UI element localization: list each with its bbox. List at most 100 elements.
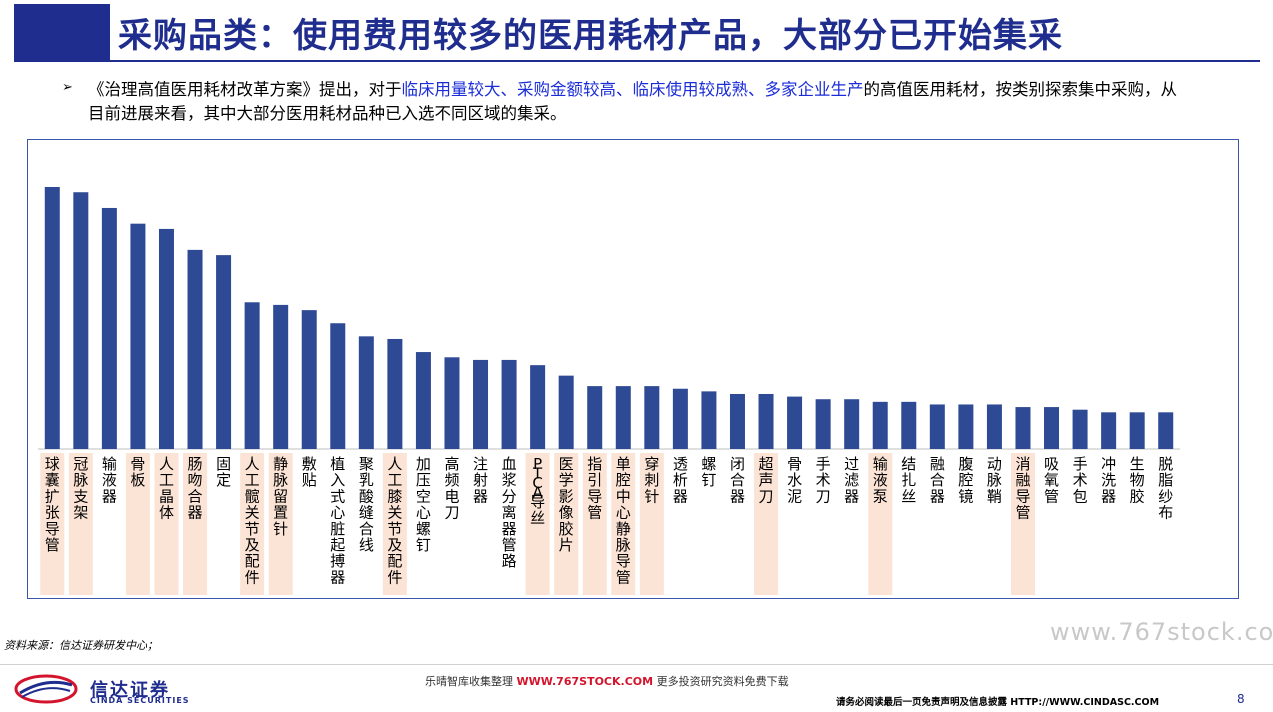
category-highlight	[268, 453, 293, 595]
bar-冠脉支架	[73, 192, 89, 450]
category-label: 骨板	[130, 455, 145, 489]
category-highlight	[554, 453, 579, 595]
category-label: P T C A 导丝	[530, 455, 545, 527]
category-label: 单腔中心静脉导管	[616, 455, 631, 586]
bar-医学影像胶片	[558, 375, 574, 449]
category-highlight	[40, 453, 65, 595]
intro-highlight: 临床用量较大、采购金额较高、临床使用较成熟、多家企业生产	[401, 80, 864, 99]
category-highlight	[68, 453, 93, 595]
bar-手术刀	[815, 399, 831, 449]
footer-divider	[0, 664, 1273, 665]
footer-suffix: 更多投资研究资料免费下载	[653, 675, 789, 688]
category-highlight	[382, 453, 407, 595]
bar-敷贴	[301, 310, 317, 449]
category-label: 手术包	[1073, 455, 1088, 505]
category-highlight	[754, 453, 779, 595]
category-label: 消融导管	[1015, 455, 1030, 522]
bar-冲洗器	[1101, 412, 1117, 449]
bar-输液泵	[872, 401, 888, 449]
category-label: 透析器	[673, 455, 688, 505]
bar-注射器	[473, 359, 489, 449]
intro-text-part1: 《治理高值医用耗材改革方案》提出，对于	[88, 80, 402, 99]
bar-血浆分离器管路	[501, 359, 517, 449]
category-label: 穿刺针	[644, 455, 659, 505]
category-highlight	[154, 453, 179, 595]
category-label: 融合器	[930, 455, 945, 505]
intro-paragraph: 《治理高值医用耗材改革方案》提出，对于临床用量较大、采购金额较高、临床使用较成熟…	[88, 78, 1178, 126]
page-title: 采购品类：使用费用较多的医用耗材产品，大部分已开始集采	[118, 16, 1063, 56]
category-label: 固定	[216, 455, 231, 489]
bar-固定	[216, 255, 232, 449]
bar-肠吻合器	[187, 249, 203, 449]
category-label: 加压空心螺钉	[416, 455, 431, 554]
category-highlight	[611, 453, 636, 595]
category-highlight	[525, 453, 550, 595]
bar-单腔中心静脉导管	[615, 386, 631, 449]
footer-center-text: 乐晴智库收集整理 WWW.767STOCK.COM 更多投资研究资料免费下载	[425, 673, 789, 689]
source-note: 资料来源：信达证券研发中心；	[4, 639, 158, 652]
bar-脱脂纱布	[1158, 412, 1174, 449]
category-highlight	[183, 453, 208, 595]
bar-静脉留置针	[273, 304, 289, 449]
bar-输液器	[101, 207, 117, 449]
category-label: 输液器	[102, 455, 117, 505]
footer-prefix: 乐晴智库收集整理	[425, 675, 517, 688]
bar-加压空心螺钉	[415, 352, 431, 449]
category-highlight	[1010, 453, 1035, 595]
footer-url-link[interactable]: WWW.767STOCK.COM	[516, 675, 654, 688]
category-label: 人工晶体	[159, 455, 174, 522]
bar-骨板	[130, 223, 146, 449]
bar-骨水泥	[787, 396, 803, 449]
footer-disclaimer: 请务必阅读最后一页免责声明及信息披露 HTTP://WWW.CINDASC.CO…	[836, 697, 1160, 708]
title-accent-block	[14, 4, 110, 60]
bar-腹腔镜	[958, 404, 974, 449]
category-highlight	[639, 453, 664, 595]
bar-高频电刀	[444, 357, 460, 449]
category-label: 结扎丝	[901, 455, 916, 505]
bar-过滤器	[844, 399, 860, 449]
logo-english-name: CINDA SECURITIES	[90, 696, 190, 705]
page-number: 8	[1237, 692, 1245, 706]
category-label: 手术刀	[816, 455, 831, 505]
chart-frame: 球囊扩张导管 冠脉支架 输液器 骨板 人工晶体 肠吻合器 固定 人工髋关节及配件 静脉留置针 敷贴…	[27, 139, 1239, 599]
bar-人工膝关节及配件	[387, 338, 403, 449]
category-label: 动脉鞘	[987, 455, 1002, 505]
intro-text-part2: 的高值医用耗材，按类别探索集中采购，从目前进展来看，其中大部分医用耗材品种已入选…	[88, 80, 1177, 123]
bar-闭合器	[729, 393, 745, 449]
bar-穿刺针	[644, 386, 660, 449]
category-label: 肠吻合器	[188, 455, 203, 522]
category-label: 冠脉支架	[73, 455, 88, 522]
bar-PTCA导丝	[530, 365, 546, 449]
bar-超声刀	[758, 393, 774, 449]
bar-指引导管	[587, 386, 603, 449]
category-label: 生物胶	[1130, 455, 1145, 505]
category-label: 超声刀	[759, 455, 774, 505]
category-label: 人工膝关节及配件	[387, 455, 402, 586]
category-label: 医学影像胶片	[559, 455, 574, 554]
category-label: 冲洗器	[1101, 455, 1116, 505]
category-label: 静脉留置针	[273, 455, 288, 538]
bar-融合器	[929, 404, 945, 449]
bar-动脉鞘	[986, 404, 1002, 449]
category-label: 聚乳酸缝合线	[359, 455, 374, 554]
category-label: 血浆分离器管路	[502, 455, 517, 570]
category-highlight	[240, 453, 265, 595]
bar-chart: 球囊扩张导管冠脉支架输液器骨板人工晶体肠吻合器固定人工髋关节及配件静脉留置针敷贴…	[38, 187, 1180, 595]
category-label: 脱脂纱布	[1158, 455, 1173, 522]
bar-植入式心脏起搏器	[330, 323, 346, 449]
bar-人工晶体	[158, 228, 174, 449]
bar-螺钉	[701, 391, 717, 449]
category-label: 骨水泥	[787, 455, 802, 505]
category-label: 螺钉	[701, 455, 716, 489]
logo-chinese-name: 信达证券	[90, 680, 170, 701]
bar-结扎丝	[901, 401, 917, 449]
category-label: 指引导管	[587, 455, 602, 522]
bar-消融导管	[1015, 407, 1031, 449]
bar-透析器	[672, 388, 688, 449]
cinda-logo-icon	[14, 674, 78, 704]
bar-球囊扩张导管	[44, 187, 60, 449]
category-label: 吸氧管	[1044, 455, 1059, 505]
category-label: 过滤器	[844, 455, 859, 505]
category-label: 人工髋关节及配件	[245, 455, 260, 586]
category-highlight	[868, 453, 893, 595]
